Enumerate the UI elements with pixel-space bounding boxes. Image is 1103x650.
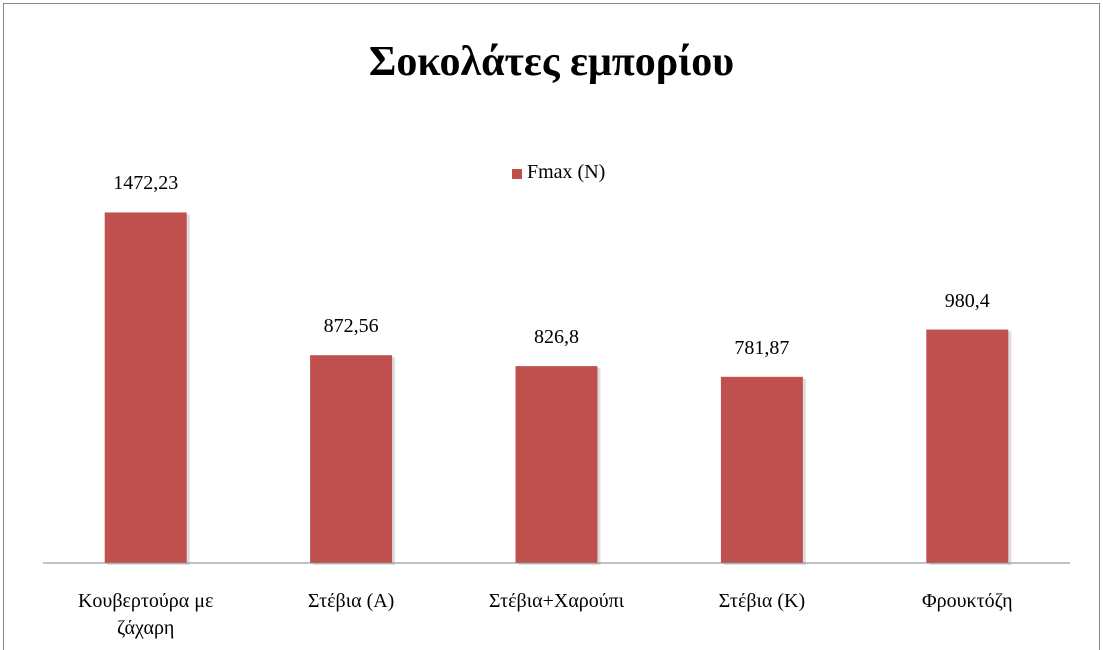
bar <box>926 329 1009 563</box>
bar <box>720 376 803 563</box>
x-tick-label: Κουβερτούρα με ζάχαρη <box>77 590 214 639</box>
data-label: 872,56 <box>323 315 379 338</box>
legend-swatch <box>512 169 522 179</box>
bar <box>104 212 187 563</box>
data-label: 980,4 <box>944 289 990 312</box>
x-tick-label: Στέβια (Α) <box>307 590 395 612</box>
chart-border <box>3 3 1100 650</box>
data-label: 1472,23 <box>113 172 179 195</box>
data-label: 826,8 <box>534 326 579 349</box>
data-label: 781,87 <box>734 336 790 359</box>
x-tick-label: Στέβια+Χαρούπι <box>488 590 625 612</box>
x-tick-label: Φρουκτόζη <box>922 590 1013 612</box>
legend-label: Fmax (N) <box>527 161 606 183</box>
bar <box>310 355 393 563</box>
x-tick-label: Στέβια (Κ) <box>718 590 806 612</box>
chart-title: Σοκολάτες εμπορίου <box>368 39 735 85</box>
bar <box>515 366 598 563</box>
